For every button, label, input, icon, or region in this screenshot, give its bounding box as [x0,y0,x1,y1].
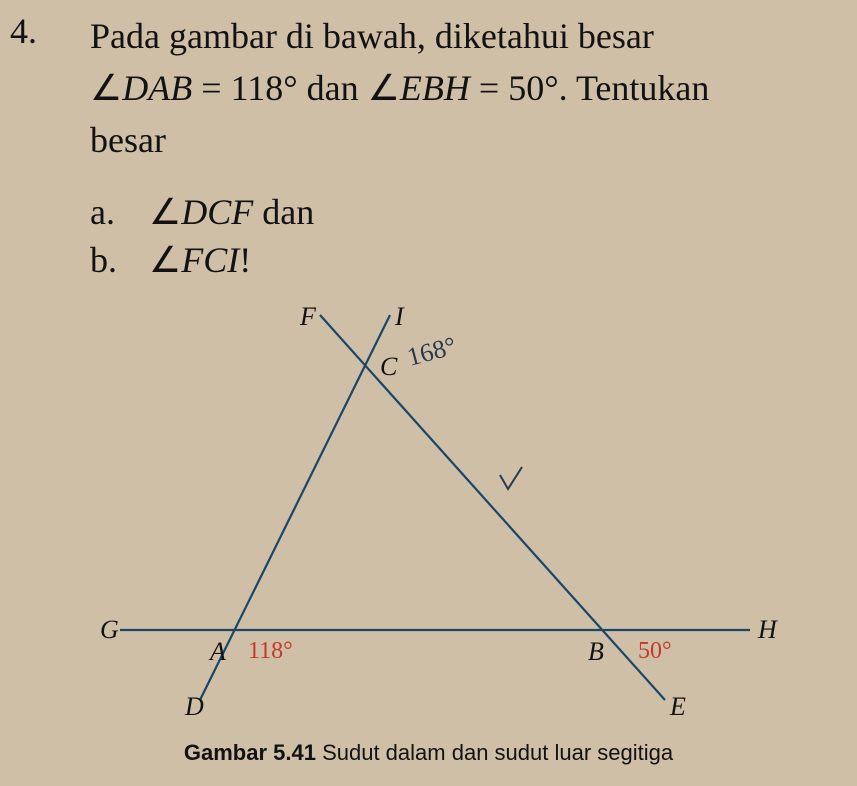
figure-svg: G A B H D E C F I 118° 50° 168° [90,300,790,720]
point-labels: G A B H D E C F I [100,302,778,721]
option-a: a. ∠DCF dan [90,191,314,233]
angle-symbol: ∠ [149,240,181,280]
handwritten-note: 168° [404,331,459,372]
angle-symbol: ∠ [368,68,400,108]
problem-line1: Pada gambar di bawah, diketahui besar [90,16,654,56]
handwritten-tick [500,467,522,489]
point-label-B: B [588,637,604,666]
word-besar: besar [90,114,827,166]
option-b: b. ∠FCI! [90,239,314,281]
option-b-tail: ! [239,240,251,280]
option-a-tail: dan [253,192,314,232]
angle-symbol: ∠ [149,192,181,232]
point-label-C: C [380,352,398,381]
angle-label: 118° [248,638,293,664]
angle-name-dcf: DCF [181,192,253,232]
angle-symbol: ∠ [90,68,122,108]
word-dan: dan [298,68,368,108]
option-b-letter: b. [90,239,140,281]
problem-text: Pada gambar di bawah, diketahui besar ∠D… [90,10,827,167]
word-tentukan: Tentukan [568,68,710,108]
option-a-letter: a. [90,191,140,233]
problem-number: 4. [10,10,37,52]
caption-bold: Gambar 5.41 [184,740,316,765]
point-label-H: H [757,615,778,644]
eq-118: = 118° [192,68,297,108]
figure-caption: Gambar 5.41 Sudut dalam dan sudut luar s… [0,740,857,766]
angle-name-fci: FCI [181,240,239,280]
point-label-I: I [394,302,405,331]
angle-name-dab: DAB [122,68,192,108]
eq-50: = 50°. [470,68,568,108]
options: a. ∠DCF dan b. ∠FCI! [90,185,314,281]
point-label-A: A [208,637,226,666]
point-label-G: G [100,615,119,644]
angle-label: 50° [638,638,672,664]
point-label-F: F [299,302,317,331]
figure: G A B H D E C F I 118° 50° 168° [90,300,790,720]
point-label-D: D [184,692,204,721]
angle-name-ebh: EBH [400,68,470,108]
line-D-I [200,315,390,700]
page: 4. Pada gambar di bawah, diketahui besar… [0,0,857,786]
caption-rest: Sudut dalam dan sudut luar segitiga [316,740,673,765]
angle-labels: 118° 50° [248,638,672,664]
line-E-F [320,315,665,700]
handwriting: 168° [404,331,522,489]
point-label-E: E [669,692,686,721]
